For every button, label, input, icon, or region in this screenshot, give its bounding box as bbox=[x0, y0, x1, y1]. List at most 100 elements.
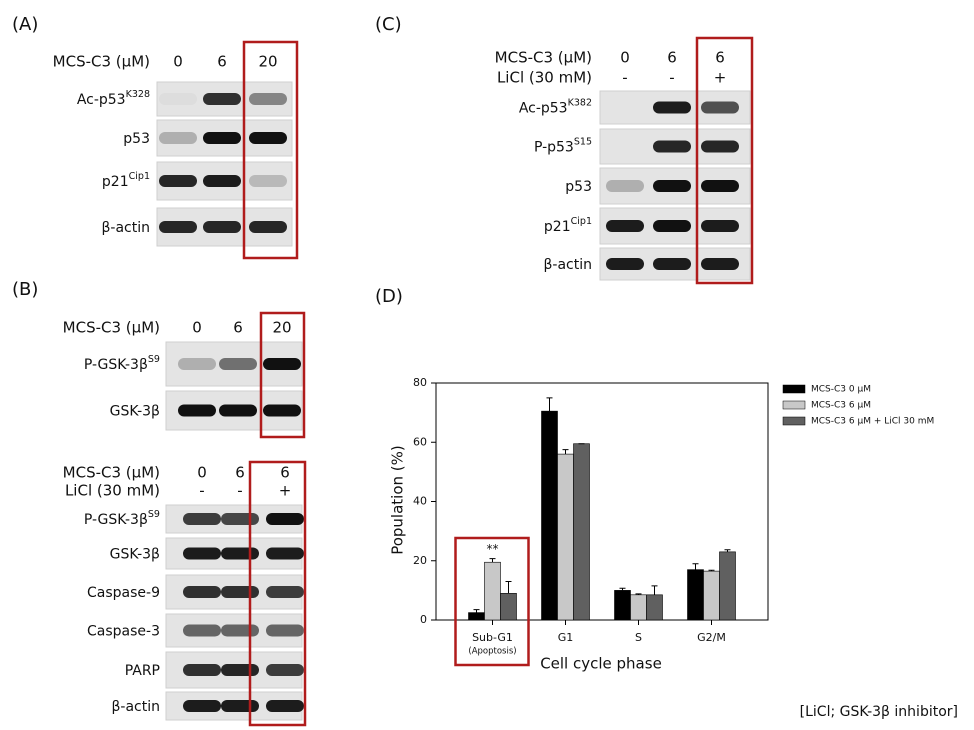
blot-band bbox=[606, 220, 644, 232]
lane-label: 6 bbox=[280, 464, 290, 482]
highlight-box bbox=[248, 460, 307, 727]
blot-band bbox=[653, 140, 691, 153]
blot-band bbox=[159, 175, 197, 187]
blot-band bbox=[266, 513, 304, 525]
panel-label: (C) bbox=[375, 14, 402, 35]
lane-label: 0 bbox=[173, 53, 183, 71]
lane-label: 20 bbox=[258, 53, 277, 71]
header-name: LiCl (30 mM) bbox=[497, 69, 592, 87]
bar bbox=[573, 443, 590, 621]
row-label: p21Cip1 bbox=[102, 171, 150, 191]
blot-band bbox=[203, 93, 241, 105]
y-tick-label: 40 bbox=[413, 495, 427, 508]
row-label: Ac-p53K328 bbox=[77, 89, 150, 109]
lane-label: 6 bbox=[217, 53, 227, 71]
lane-label: 20 bbox=[272, 319, 291, 337]
panel-label: (D) bbox=[375, 286, 403, 307]
panel-label: (A) bbox=[12, 14, 38, 35]
blot-band bbox=[203, 175, 241, 187]
y-tick-label: 60 bbox=[413, 435, 427, 448]
blot-band bbox=[653, 220, 691, 232]
row-label-main: P-GSK-3β bbox=[84, 512, 148, 528]
blot-band bbox=[266, 664, 304, 676]
row-label-main: P-GSK-3β bbox=[84, 357, 148, 373]
blot-band bbox=[219, 358, 257, 370]
error-bar bbox=[635, 593, 642, 595]
blot-band bbox=[203, 221, 241, 233]
bar bbox=[500, 593, 517, 621]
row-label-main: p53 bbox=[123, 131, 150, 147]
lane-label: - bbox=[622, 69, 627, 87]
blot-band bbox=[183, 664, 221, 676]
blot-band bbox=[606, 180, 644, 192]
lane-label: + bbox=[714, 69, 727, 87]
panel-label: (B) bbox=[12, 279, 38, 300]
lane-label: 0 bbox=[197, 464, 207, 482]
error-bar bbox=[505, 580, 512, 594]
row-label-main: Ac-p53 bbox=[77, 92, 126, 108]
x-tick-label: G2/M bbox=[697, 631, 726, 644]
row-label-sup: K382 bbox=[568, 97, 592, 108]
blot-band bbox=[653, 180, 691, 192]
lane-label: 6 bbox=[715, 49, 725, 67]
bar bbox=[468, 612, 485, 621]
significance-mark: ** bbox=[487, 542, 499, 556]
row-label-main: β-actin bbox=[543, 257, 592, 273]
row-label-sup: K328 bbox=[126, 89, 150, 100]
lane-label: 6 bbox=[233, 319, 243, 337]
blot-band bbox=[183, 586, 221, 598]
error-bar bbox=[708, 569, 715, 572]
row-label: PARP bbox=[125, 663, 160, 679]
legend-swatch bbox=[782, 400, 806, 410]
header-name: MCS-C3 (μM) bbox=[495, 49, 592, 67]
row-label-main: GSK-3β bbox=[110, 404, 160, 420]
header-name: MCS-C3 (μM) bbox=[63, 464, 160, 482]
row-label-main: PARP bbox=[125, 663, 160, 679]
highlight-box bbox=[695, 36, 754, 285]
row-label: P-GSK-3βS9 bbox=[84, 354, 160, 374]
row-label: GSK-3β bbox=[110, 547, 160, 563]
blot-band bbox=[606, 258, 644, 270]
error-bar bbox=[724, 549, 731, 552]
row-label: P-GSK-3βS9 bbox=[84, 509, 160, 529]
row-label: Caspase-3 bbox=[87, 624, 160, 640]
blot-band bbox=[221, 513, 259, 525]
error-bar bbox=[473, 609, 480, 613]
blot-band bbox=[221, 664, 259, 676]
legend-label: MCS-C3 6 μM bbox=[811, 401, 871, 411]
blot-band bbox=[249, 132, 287, 144]
blot-band bbox=[266, 700, 304, 712]
category-note: (Apoptosis) bbox=[468, 647, 516, 657]
highlight-box bbox=[454, 536, 530, 667]
row-label: GSK-3β bbox=[110, 404, 160, 420]
x-tick-label: S bbox=[635, 631, 642, 644]
row-label-sup: Cip1 bbox=[129, 171, 150, 182]
row-label: β-actin bbox=[111, 699, 160, 715]
blot-band bbox=[701, 101, 739, 114]
blot-band bbox=[266, 586, 304, 598]
lane-label: + bbox=[279, 482, 292, 500]
row-label-sup: S15 bbox=[574, 136, 592, 147]
blot-band bbox=[159, 221, 197, 233]
row-label-main: p53 bbox=[565, 179, 592, 195]
highlight-box bbox=[242, 40, 299, 260]
row-label-main: GSK-3β bbox=[110, 547, 160, 563]
row-label-main: β-actin bbox=[101, 220, 150, 236]
y-tick-label: 80 bbox=[413, 376, 427, 389]
bar bbox=[703, 570, 720, 621]
blot-band bbox=[221, 624, 259, 637]
bar bbox=[687, 569, 704, 621]
row-label: p53 bbox=[123, 131, 150, 147]
row-label-main: p21 bbox=[544, 219, 571, 235]
row-label-main: P-p53 bbox=[534, 140, 574, 156]
bar bbox=[484, 561, 501, 621]
blot-band bbox=[701, 258, 739, 270]
x-tick-label: Sub-G1 bbox=[472, 631, 513, 644]
bar bbox=[719, 551, 736, 621]
error-bar bbox=[619, 587, 626, 591]
row-label-main: β-actin bbox=[111, 699, 160, 715]
row-label: p21Cip1 bbox=[544, 216, 592, 236]
blot-band bbox=[263, 404, 301, 417]
blot-band bbox=[249, 93, 287, 105]
